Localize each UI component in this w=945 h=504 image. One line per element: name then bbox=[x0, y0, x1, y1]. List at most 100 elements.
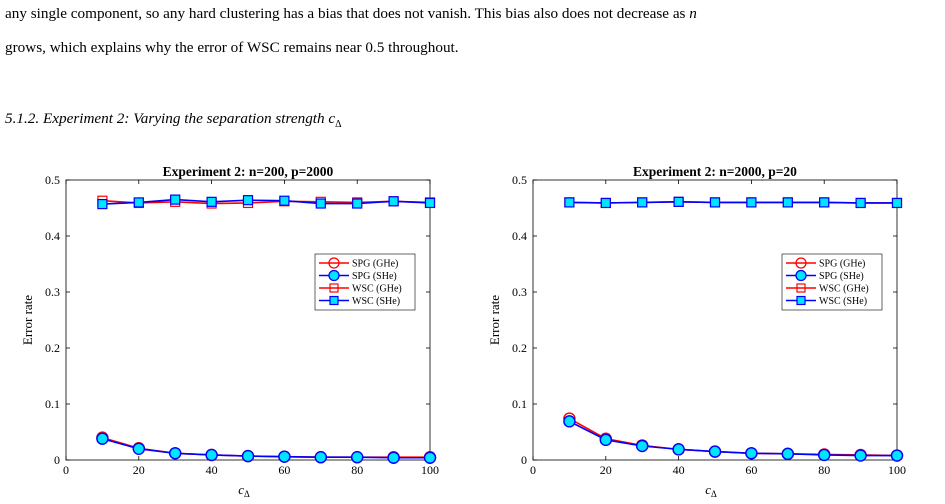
data-point bbox=[600, 197, 611, 209]
legend-item: WSC (SHe) bbox=[319, 295, 400, 307]
x-tick-label: 40 bbox=[206, 463, 218, 477]
legend-marker bbox=[329, 283, 339, 293]
chart-legend: SPG (GHe)SPG (SHe) WSC (GHe)WSC (SHe) bbox=[314, 253, 416, 311]
data-point bbox=[854, 449, 867, 462]
legend-marker bbox=[328, 269, 340, 282]
data-point bbox=[170, 194, 181, 205]
data-point bbox=[781, 447, 794, 461]
series-wsc-she bbox=[97, 194, 436, 210]
legend-item: WSC (GHe) bbox=[319, 283, 402, 295]
x-tick-label: 80 bbox=[351, 463, 363, 477]
paragraph-line-1-text: any single component, so any hard cluste… bbox=[5, 5, 690, 22]
y-tick-label: 0.1 bbox=[512, 397, 527, 411]
legend-marker bbox=[795, 269, 807, 282]
legend-marker bbox=[796, 295, 806, 306]
data-point bbox=[97, 198, 108, 210]
data-point bbox=[279, 195, 290, 206]
data-point bbox=[388, 196, 399, 207]
data-point bbox=[890, 449, 904, 462]
data-point bbox=[673, 196, 684, 207]
paragraph-variable-n: n bbox=[689, 5, 697, 22]
paragraph-line-1: any single component, so any hard cluste… bbox=[5, 4, 940, 24]
series-line bbox=[569, 420, 897, 457]
legend-label: WSC (GHe) bbox=[819, 284, 869, 295]
legend-label: WSC (SHe) bbox=[352, 296, 400, 307]
y-tick-label: 0 bbox=[521, 453, 527, 467]
series-line bbox=[569, 201, 897, 204]
legend-item: SPG (GHe) bbox=[319, 257, 398, 270]
data-point bbox=[423, 451, 437, 464]
data-point bbox=[168, 447, 182, 460]
y-tick-label: 0.5 bbox=[45, 173, 60, 187]
series-line bbox=[102, 436, 430, 459]
x-tick-label: 100 bbox=[888, 463, 906, 477]
data-point bbox=[424, 197, 436, 209]
x-tick-label: 20 bbox=[600, 463, 612, 477]
x-axis-label: cΔ bbox=[238, 482, 250, 499]
legend-marker bbox=[328, 257, 340, 269]
chart-title: Experiment 2: n=200, p=2000 bbox=[163, 164, 334, 179]
y-tick-label: 0.3 bbox=[512, 285, 527, 299]
data-point bbox=[818, 448, 831, 462]
y-tick-label: 0.5 bbox=[512, 173, 527, 187]
y-tick-label: 0 bbox=[54, 453, 60, 467]
data-point bbox=[278, 450, 291, 463]
data-point bbox=[637, 197, 648, 208]
paragraph-line-2: grows, which explains why the error of W… bbox=[5, 39, 459, 56]
legend-marker bbox=[796, 283, 806, 293]
y-tick-label: 0.4 bbox=[512, 229, 527, 243]
data-point bbox=[314, 451, 327, 464]
data-point bbox=[564, 197, 575, 208]
legend-label: SPG (SHe) bbox=[819, 271, 864, 282]
x-axis-label: cΔ bbox=[705, 482, 717, 499]
legend-label: WSC (SHe) bbox=[819, 296, 867, 307]
x-tick-label: 80 bbox=[818, 463, 830, 477]
x-tick-label: 60 bbox=[278, 463, 290, 477]
legend-item: SPG (GHe) bbox=[786, 257, 865, 270]
plot-frame bbox=[65, 179, 431, 461]
y-axis-label: Error rate bbox=[487, 295, 502, 345]
data-point bbox=[563, 415, 576, 428]
data-point bbox=[315, 198, 326, 209]
chart-panel-2: 0 20 40 60 80 100 0 0.1 0.2 0.3 0.4 0.5 Experiment 2… bbox=[487, 164, 906, 499]
data-point bbox=[782, 197, 793, 208]
y-tick-label: 0.2 bbox=[45, 341, 60, 355]
series-line bbox=[102, 198, 431, 205]
data-point bbox=[891, 197, 903, 209]
section-heading: 5.1.2. Experiment 2: Varying the separat… bbox=[5, 110, 342, 130]
data-point bbox=[636, 439, 649, 453]
section-heading-subscript: Δ bbox=[335, 119, 342, 131]
data-point bbox=[709, 197, 721, 208]
chart-panel-1: 0 20 40 60 80 100 0 0.1 0.2 0.3 0.4 0.5 Experiment 2… bbox=[20, 164, 439, 499]
y-tick-label: 0.4 bbox=[45, 229, 60, 243]
data-point bbox=[746, 197, 757, 208]
series-wsc-she bbox=[564, 196, 903, 209]
legend-marker bbox=[329, 295, 339, 306]
legend-item: SPG (SHe) bbox=[786, 269, 864, 282]
y-tick-label: 0.1 bbox=[45, 397, 60, 411]
legend-label: SPG (GHe) bbox=[819, 259, 865, 270]
data-point bbox=[672, 443, 685, 456]
data-point bbox=[96, 432, 109, 445]
data-point bbox=[819, 197, 830, 208]
x-tick-label: 0 bbox=[63, 463, 69, 477]
series-spg-she bbox=[563, 415, 904, 462]
data-point bbox=[352, 198, 363, 209]
x-tick-label: 40 bbox=[673, 463, 685, 477]
y-tick-label: 0.3 bbox=[45, 285, 60, 299]
figure-experiment-2: 0 20 40 60 80 100 0 0.1 0.2 0.3 0.4 0.5 Experiment 2… bbox=[20, 164, 906, 499]
x-tick-label: 60 bbox=[745, 463, 757, 477]
x-tick-label: 100 bbox=[421, 463, 439, 477]
legend-marker bbox=[795, 257, 807, 269]
data-point bbox=[242, 195, 254, 206]
legend-label: WSC (GHe) bbox=[352, 284, 402, 295]
data-point bbox=[241, 449, 255, 463]
series-line bbox=[102, 437, 430, 459]
legend-item: SPG (SHe) bbox=[319, 269, 397, 282]
data-point bbox=[708, 445, 722, 458]
section-heading-text: 5.1.2. Experiment 2: Varying the separat… bbox=[5, 110, 336, 127]
y-tick-label: 0.2 bbox=[512, 341, 527, 355]
data-point bbox=[206, 196, 217, 207]
y-axis-label: Error rate bbox=[20, 295, 35, 345]
chart-title: Experiment 2: n=2000, p=20 bbox=[633, 164, 797, 179]
